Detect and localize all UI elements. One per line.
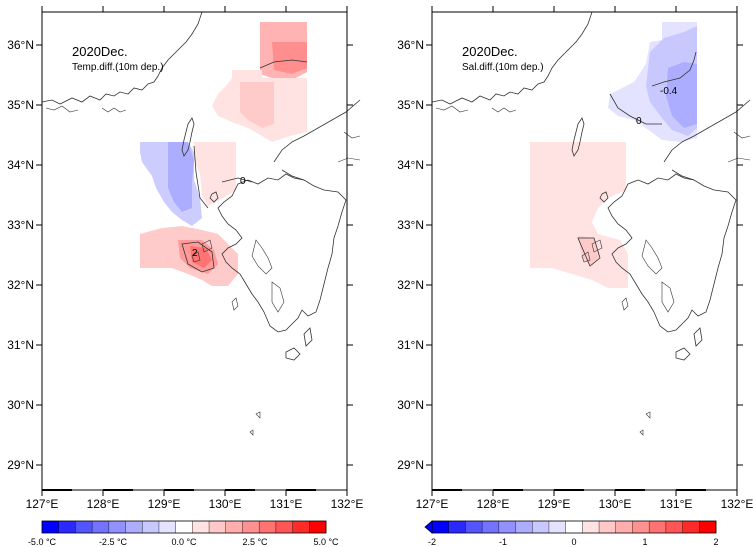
sal-lat-label: 36°N — [397, 38, 424, 52]
colorbar-swatch — [699, 521, 717, 533]
sal-cb-label: -2 — [428, 537, 436, 547]
colorbar-swatch — [58, 521, 76, 533]
colorbar-swatch — [175, 521, 193, 533]
sal-lat-label: 32°N — [397, 278, 424, 292]
sal-lat-label: 29°N — [397, 458, 424, 472]
temp-contour-label-0: 0 — [240, 176, 246, 187]
temp-contour-label-2: 2 — [192, 248, 198, 259]
temp-lat-label: 35°N — [7, 98, 34, 112]
temp-lat-label: 33°N — [7, 218, 34, 232]
temp-lon-label: 132°E — [331, 497, 364, 511]
temp-lon-label: 130°E — [209, 497, 242, 511]
colorbar-swatch — [599, 521, 617, 533]
colorbar-swatch — [275, 521, 293, 533]
sal-contour-label-0: 0 — [636, 116, 642, 127]
colorbar-swatch — [309, 521, 327, 533]
colorbar-swatch — [259, 521, 277, 533]
colorbar-swatch — [448, 521, 466, 533]
colorbar-swatch — [649, 521, 667, 533]
sal-lat-label: 34°N — [397, 158, 424, 172]
colorbar-swatch — [125, 521, 143, 533]
colorbar-swatch — [515, 521, 533, 533]
temp-colorbar-labels: -5.0 °C -2.5 °C 0.0 °C 2.5 °C 5.0 °C — [28, 537, 339, 547]
colorbar-swatch — [75, 521, 93, 533]
colorbar-swatch — [108, 521, 126, 533]
temp-lat-label: 29°N — [7, 458, 34, 472]
temp-panel: 0 2 2020Dec. Temp.diff.(10m dep.) — [35, 5, 361, 497]
sal-cb-label: -1 — [499, 537, 507, 547]
temp-subtitle: Temp.diff.(10m dep.) — [72, 62, 164, 73]
temp-cb-label: -5.0 °C — [28, 537, 57, 547]
sal-subtitle: Sal.diff.(10m dep.) — [462, 62, 544, 73]
sal-contours — [577, 51, 697, 267]
temp-colorbar — [41, 520, 327, 534]
sal-lon-label: 129°E — [538, 497, 571, 511]
temp-lon-label: 129°E — [148, 497, 181, 511]
temp-lon-label: 131°E — [270, 497, 303, 511]
temp-lat-label: 31°N — [7, 338, 34, 352]
sal-colorbar-labels: -2 -1 0 1 2 — [428, 537, 719, 547]
colorbar-swatch — [632, 521, 650, 533]
temp-lon-labels: 127°E 128°E 129°E 130°E 131°E 132°E — [26, 497, 364, 511]
temp-lon-label: 127°E — [26, 497, 59, 511]
sal-lon-label: 132°E — [721, 497, 753, 511]
temp-cb-label: 2.5 °C — [242, 537, 268, 547]
temp-lat-label: 34°N — [7, 158, 34, 172]
sal-lon-label: 131°E — [660, 497, 693, 511]
colorbar-swatch — [42, 521, 60, 533]
sal-cb-label: 2 — [713, 537, 718, 547]
colorbar-swatch — [142, 521, 160, 533]
colorbar-swatch — [498, 521, 516, 533]
colorbar-swatch — [432, 521, 450, 533]
colorbar-swatch — [209, 521, 227, 533]
sal-lon-label: 130°E — [599, 497, 632, 511]
temp-lat-label: 36°N — [7, 38, 34, 52]
sal-lon-labels: 127°E 128°E 129°E 130°E 131°E 132°E — [416, 497, 753, 511]
sal-lat-label: 35°N — [397, 98, 424, 112]
colorbar-swatch — [615, 521, 633, 533]
colorbar-swatch — [225, 521, 243, 533]
sal-lat-label: 30°N — [397, 398, 424, 412]
temp-lat-label: 30°N — [7, 398, 34, 412]
temp-cb-label: 0.0 °C — [171, 537, 197, 547]
colorbar-swatch — [665, 521, 683, 533]
temp-title: 2020Dec. — [72, 44, 128, 59]
sal-panel: -0.4 0 2020Dec. Sal.diff.(10m dep.) — [425, 5, 751, 497]
sal-contour-label-neg04: -0.4 — [660, 86, 678, 97]
sal-lat-label: 31°N — [397, 338, 424, 352]
temp-contours — [181, 59, 308, 273]
sal-lat-labels: 36°N 35°N 34°N 33°N 32°N 31°N 30°N 29°N — [397, 38, 424, 472]
sal-colorbar — [424, 520, 717, 534]
temp-cb-label: 5.0 °C — [313, 537, 339, 547]
sal-cb-label: 0 — [571, 537, 576, 547]
colorbar-swatch — [532, 521, 550, 533]
colorbar-swatch — [682, 521, 700, 533]
temp-lat-label: 32°N — [7, 278, 34, 292]
temp-lat-labels: 36°N 35°N 34°N 33°N 32°N 31°N 30°N 29°N — [7, 38, 34, 472]
colorbar-swatch — [292, 521, 310, 533]
colorbar-frame — [41, 520, 327, 534]
colorbar-arrow — [424, 520, 433, 534]
sal-field — [530, 22, 697, 288]
colorbar-swatch — [158, 521, 176, 533]
sal-lon-label: 128°E — [477, 497, 510, 511]
colorbar-swatch — [565, 521, 583, 533]
temp-cb-label: -2.5 °C — [99, 537, 128, 547]
colorbar-swatch — [465, 521, 483, 533]
colorbar-swatch — [548, 521, 566, 533]
sal-lat-label: 33°N — [397, 218, 424, 232]
sal-title: 2020Dec. — [462, 44, 518, 59]
sal-cb-label: 1 — [642, 537, 647, 547]
colorbar-swatch — [582, 521, 600, 533]
colorbar-swatch — [242, 521, 260, 533]
temp-lon-label: 128°E — [87, 497, 120, 511]
sal-lon-label: 127°E — [416, 497, 449, 511]
colorbar-swatch — [192, 521, 210, 533]
colorbar-swatch — [92, 521, 110, 533]
temp-field — [140, 22, 307, 286]
colorbar-swatch — [482, 521, 500, 533]
